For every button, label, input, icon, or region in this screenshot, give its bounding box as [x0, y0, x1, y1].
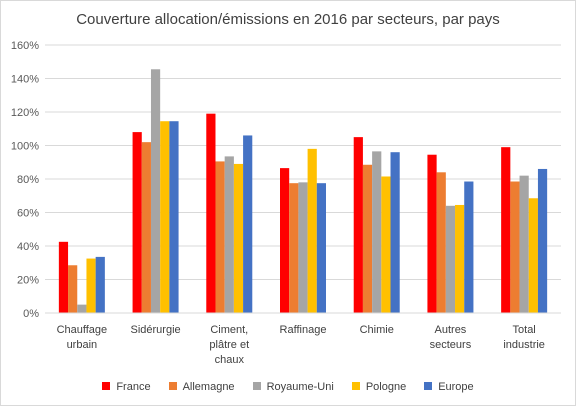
bar-europe: [390, 152, 400, 313]
x-tick-label: Total industrie: [503, 324, 545, 351]
bar-allemagne: [510, 181, 520, 313]
legend-label: Royaume-Uni: [266, 381, 334, 393]
bar-allemagne: [436, 172, 446, 313]
x-axis: Chauffage urbain Sidérurgie Ciment, plâtre e…: [45, 312, 561, 366]
y-axis: 0% 20% 40% 60% 80% 100% 120% 140% 160%: [11, 40, 39, 320]
x-tick-label: Sidérurgie: [131, 324, 181, 336]
x-tick-label: Chauffage urbain: [57, 324, 108, 351]
bar-europe: [537, 168, 548, 313]
bar-pologne: [233, 163, 244, 313]
legend-item: Europe: [424, 381, 474, 393]
bar-france: [58, 241, 69, 313]
legend-item: Royaume-Uni: [252, 381, 334, 393]
bar-royaume-uni: [224, 156, 234, 313]
bar-pologne: [381, 176, 391, 313]
bar-royaume-uni: [150, 69, 161, 313]
bar-allemagne: [215, 161, 225, 313]
legend-swatch: [424, 382, 433, 390]
x-tick-label: Ciment, plâtre et chaux: [209, 324, 249, 366]
chart-title: Couverture allocation/émissions en 2016 …: [76, 11, 500, 28]
bar-france: [132, 132, 142, 313]
y-tick-label: 20%: [17, 275, 39, 287]
bar-royaume-uni: [77, 304, 87, 313]
x-tick-label: Chimie: [360, 324, 394, 336]
legend-label: Europe: [438, 381, 474, 393]
bar-france: [280, 168, 290, 313]
bars: [58, 69, 548, 314]
legend-label: Allemagne: [182, 381, 235, 393]
y-tick-label: 0%: [23, 308, 39, 320]
y-tick-label: 80%: [17, 174, 39, 186]
bar-pologne: [307, 148, 317, 313]
bar-royaume-uni: [298, 182, 308, 313]
bar-europe: [243, 135, 253, 313]
bar-france: [206, 113, 216, 313]
bar-france: [427, 154, 437, 313]
bar-pologne: [160, 121, 170, 314]
legend-swatch: [351, 382, 360, 390]
legend-item: Pologne: [351, 381, 407, 393]
legend-swatch: [252, 382, 261, 390]
x-tick-label: Autres secteurs: [430, 324, 472, 351]
bar-pologne: [528, 198, 538, 313]
bar-allemagne: [362, 164, 373, 313]
bar-allemagne: [68, 265, 78, 313]
bar-royaume-uni: [372, 151, 382, 313]
legend-label: Pologne: [365, 381, 407, 393]
bar-allemagne: [289, 183, 299, 313]
bar-europe: [316, 183, 326, 313]
bar-allemagne: [141, 142, 151, 313]
bar-royaume-uni: [519, 175, 529, 313]
legend-label: France: [116, 381, 151, 393]
legend-swatch: [168, 382, 177, 390]
y-tick-label: 40%: [17, 241, 39, 253]
y-tick-label: 60%: [17, 208, 39, 220]
legend-swatch: [102, 382, 111, 390]
y-tick-label: 160%: [11, 40, 39, 52]
bar-pologne: [86, 258, 96, 313]
bar-pologne: [455, 204, 465, 313]
y-tick-label: 120%: [11, 107, 39, 119]
bar-france: [353, 137, 363, 313]
bar-europe: [95, 256, 105, 313]
legend-item: Allemagne: [168, 381, 235, 393]
y-tick-label: 100%: [11, 141, 39, 153]
legend: France Allemagne Royaume-Uni Pologne Europe: [1, 381, 575, 393]
bar-europe: [169, 121, 179, 314]
bar-france: [501, 147, 511, 313]
bar-royaume-uni: [445, 205, 456, 313]
y-tick-label: 140%: [11, 74, 39, 86]
x-tick-label: Raffinage: [280, 324, 327, 336]
bar-europe: [464, 181, 474, 313]
legend-item: France: [102, 381, 151, 393]
